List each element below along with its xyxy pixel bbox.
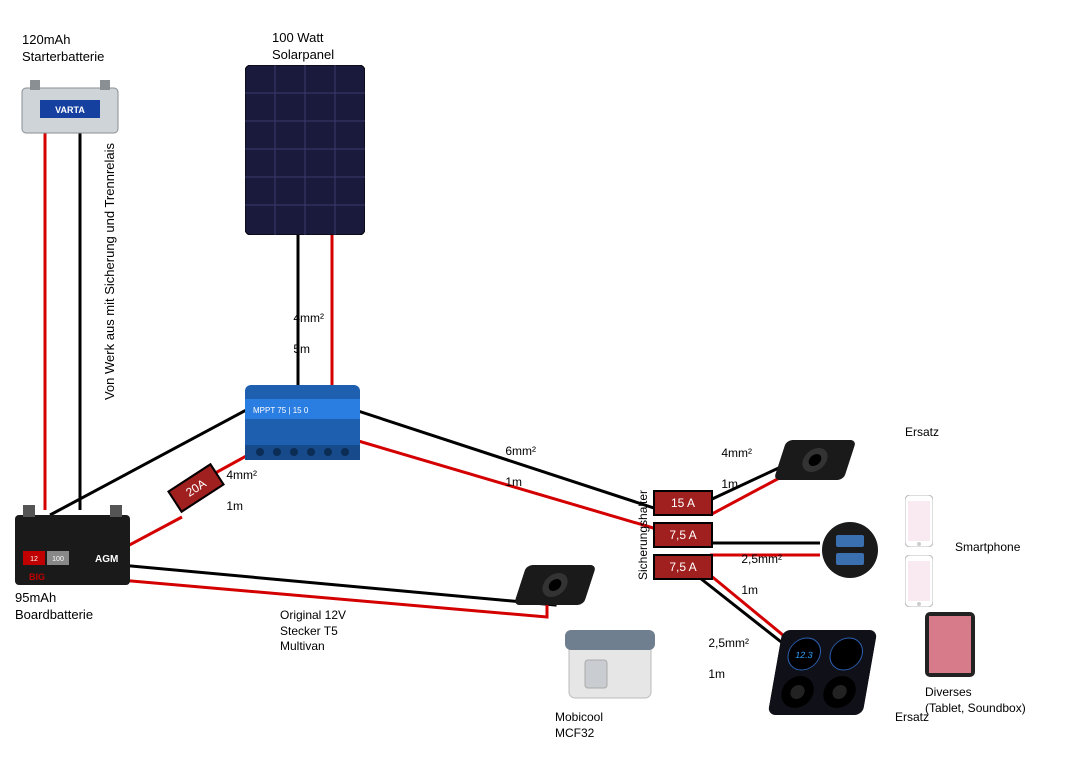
mppt-controller: MPPT 75 | 15 0 xyxy=(245,385,360,460)
fuse-holder: 15 A 7,5 A 7,5 A xyxy=(653,490,713,580)
board-battery: 12 100 AGM BIG xyxy=(15,505,130,585)
svg-text:BIG: BIG xyxy=(29,572,45,582)
label-cable-solar: 4mm² 5m xyxy=(280,295,324,373)
label-cable-fuseblk-usb: 2,5mm² 1m xyxy=(728,536,782,614)
diagram-canvas: VARTA MPPT 75 | 15 0 12 xyxy=(0,0,1067,757)
label-starter-battery: 120mAh Starterbatterie xyxy=(22,32,104,66)
mppt-model-text: MPPT 75 | 15 0 xyxy=(253,406,309,415)
label-cable-fuseblk-multi: 2,5mm² 1m xyxy=(695,620,749,698)
svg-text:12: 12 xyxy=(30,556,38,563)
label-board-battery: 95mAh Boardbatterie xyxy=(15,590,93,624)
fuse-2: 7,5 A xyxy=(653,522,713,548)
socket-original-12v xyxy=(514,565,597,605)
svg-text:100: 100 xyxy=(52,556,64,563)
label-cooler: Mobicool MCF32 xyxy=(555,710,603,741)
label-cable-fuseblk-sock: 4mm² 1m xyxy=(708,430,752,508)
label-diverses: Diverses (Tablet, Soundbox) xyxy=(925,685,1026,716)
svg-text:VARTA: VARTA xyxy=(55,105,85,115)
fuse-3: 7,5 A xyxy=(653,554,713,580)
starter-battery: VARTA xyxy=(20,80,120,135)
fuse-1: 15 A xyxy=(653,490,713,516)
label-cable-mppt-fuseblk: 6mm² 1m xyxy=(492,428,536,506)
label-solar-panel: 100 Watt Solarpanel xyxy=(272,30,334,64)
smartphone-icon-1 xyxy=(905,495,933,547)
cooler-mobicool xyxy=(565,630,655,700)
label-ersatz-top: Ersatz xyxy=(905,425,939,441)
usb-charger xyxy=(820,520,880,580)
label-ersatz-bottom: Ersatz xyxy=(895,710,929,726)
label-cable-mppt-batt: 4mm² 1m xyxy=(213,452,257,530)
smartphone-icon-2 xyxy=(905,555,933,607)
multi-panel: 12.3 xyxy=(768,630,878,715)
svg-text:12.3: 12.3 xyxy=(794,650,813,660)
label-fuse-holder: Sicherungshalter xyxy=(636,490,650,580)
label-smartphone: Smartphone xyxy=(955,540,1020,556)
label-original-socket: Original 12V Stecker T5 Multivan xyxy=(280,608,346,655)
socket-spare-top xyxy=(774,440,857,480)
label-relay-note: Von Werk aus mit Sicherung und Trennrela… xyxy=(102,143,117,400)
solar-panel xyxy=(245,65,365,235)
wiring-svg xyxy=(0,0,1067,757)
fuse-main-label: 20A xyxy=(183,476,209,499)
svg-text:AGM: AGM xyxy=(95,554,118,565)
tablet-icon xyxy=(925,612,975,677)
